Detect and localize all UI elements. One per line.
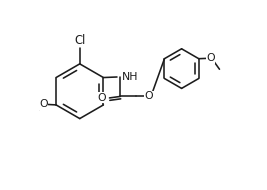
Text: O: O: [39, 99, 48, 109]
Text: NH: NH: [122, 72, 139, 82]
Text: Cl: Cl: [74, 34, 85, 47]
Text: O: O: [206, 53, 215, 63]
Text: O: O: [97, 93, 106, 103]
Text: O: O: [144, 91, 153, 101]
